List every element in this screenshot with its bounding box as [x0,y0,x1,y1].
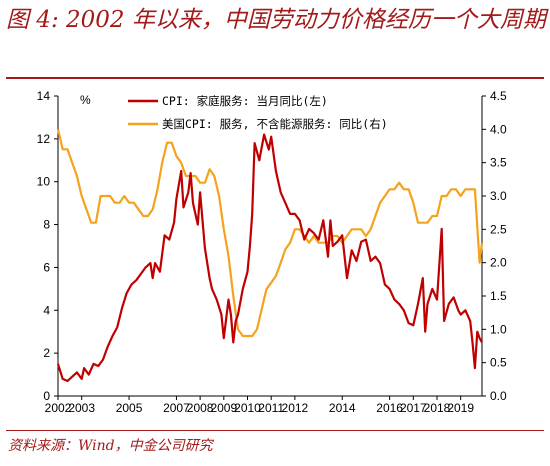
left-tick-label: 12 [37,132,51,146]
right-tick-label: 1.0 [490,322,507,336]
right-tick-label: 1.5 [490,289,507,303]
left-tick-label: 4 [43,303,50,317]
right-tick-label: 3.0 [490,189,507,203]
x-tick-label: 2007 [163,401,190,415]
x-tick-label: 2005 [116,401,143,415]
right-tick-label: 4.0 [490,122,507,136]
x-tick-label: 2019 [447,401,474,415]
right-tick-label: 2.5 [490,222,507,236]
legend-item-us-services-cpi-label: 美国CPI: 服务, 不含能源服务: 同比(右) [162,117,388,131]
x-tick-label: 2016 [376,401,403,415]
left-tick-label: 14 [37,89,51,103]
series-line-cpi-home-services [56,133,483,383]
x-tick-label: 2010 [234,401,261,415]
figure-title: 图 4: 2002 年以来，中国劳动力价格经历一个大周期 [6,7,546,33]
legend-item-cpi-home-services-label: CPI: 家庭服务: 当月同比(左) [162,94,328,108]
left-tick-label: 10 [37,175,51,189]
right-tick-label: 2.0 [490,256,507,270]
left-tick-label: 2 [43,346,50,360]
x-tick-label: 2003 [68,401,95,415]
title-rule [6,77,544,79]
right-tick-label: 3.5 [490,156,507,170]
left-tick-label: 0 [43,389,50,403]
right-tick-label: 4.5 [490,89,507,103]
left-tick-label: 8 [43,218,50,232]
figure-title-block: 图 4: 2002 年以来，中国劳动力价格经历一个大周期 [6,4,546,36]
x-tick-label: 2011 [258,401,284,415]
x-tick-label: 2009 [210,401,237,415]
x-tick-label: 2017 [400,401,427,415]
x-tick-label: 2012 [282,401,309,415]
left-tick-label: 6 [43,260,50,274]
source-note: 资料来源：Wind，中金公司研究 [8,438,213,454]
source-rule [6,430,544,431]
x-tick-label: 2014 [329,401,356,415]
series-line-us-services-cpi [56,129,484,338]
left-axis-unit: % [80,93,91,107]
x-tick-label: 2002 [45,401,72,415]
x-tick-label: 2018 [424,401,451,415]
right-tick-label: 0.0 [490,389,507,403]
x-tick-label: 2008 [187,401,214,415]
right-tick-label: 0.5 [490,356,507,370]
chart: 0 2 4 6 8 10 12 14 % 0.0 0.5 1.0 1.5 2.0 2.5 3.0 3.5 4.0 4… [37,89,507,415]
